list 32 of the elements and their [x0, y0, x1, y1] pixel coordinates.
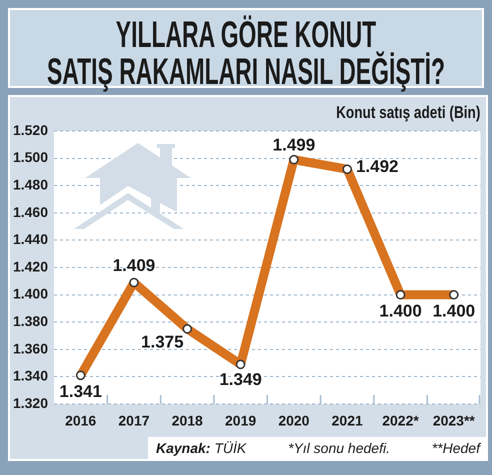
x-tick-label: 2023**	[432, 412, 476, 428]
y-tick-label: 1.460	[12, 204, 48, 220]
data-label: 1.400	[379, 301, 422, 320]
y-tick-label: 1.320	[12, 394, 48, 411]
x-tick-label: 2020	[278, 412, 310, 428]
data-label: 1.499	[272, 135, 316, 154]
x-tick-label: 2019	[225, 412, 256, 428]
y-tick-label: 1.500	[12, 149, 48, 166]
y-tick-label: 1.420	[12, 258, 48, 274]
x-tick-label: 2017	[118, 412, 150, 428]
chart-title: YILLARA GÖRE KONUT SATIŞ RAKAMLARI NASIL DEĞİŞTİ?	[46, 14, 446, 92]
y-tick-label: 1.360	[12, 340, 48, 356]
y-tick-label: 1.440	[12, 231, 48, 248]
x-tick-label: 2018	[172, 412, 204, 428]
x-tick-label: 2021	[332, 412, 363, 428]
data-label: 1.492	[356, 156, 398, 176]
data-label: 1.409	[112, 256, 156, 276]
text: **Hedef	[432, 440, 480, 456]
y-tick-label: 1.480	[12, 176, 48, 192]
data-label: 1.349	[219, 370, 262, 390]
text: Kaynak: TÜİK	[156, 440, 246, 456]
x-tick-label: 2022*	[382, 412, 420, 428]
y-tick-label: 1.380	[12, 312, 48, 329]
y-tick-label: 1.340	[12, 368, 48, 384]
y-axis-title: Konut satış adeti (Bin)	[336, 103, 480, 123]
text: *Yıl sonu hedefi.	[288, 440, 390, 456]
y-tick-label: 1.520	[12, 122, 48, 138]
x-tick-label: 2016	[65, 412, 96, 428]
data-label: 1.341	[59, 382, 102, 402]
data-label: 1.400	[432, 301, 476, 320]
data-label: 1.375	[141, 332, 184, 352]
y-tick-label: 1.400	[12, 286, 48, 302]
